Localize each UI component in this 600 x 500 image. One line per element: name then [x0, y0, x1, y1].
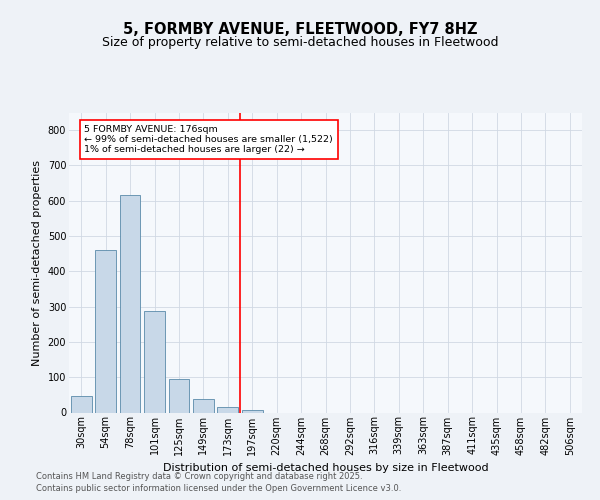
- Text: Size of property relative to semi-detached houses in Fleetwood: Size of property relative to semi-detach…: [102, 36, 498, 49]
- Bar: [242, 410, 263, 412]
- Bar: [119, 195, 140, 412]
- Y-axis label: Number of semi-detached properties: Number of semi-detached properties: [32, 160, 42, 366]
- Bar: [169, 379, 190, 412]
- Text: Contains public sector information licensed under the Open Government Licence v3: Contains public sector information licen…: [36, 484, 401, 493]
- Bar: [193, 400, 214, 412]
- Text: Contains HM Land Registry data © Crown copyright and database right 2025.: Contains HM Land Registry data © Crown c…: [36, 472, 362, 481]
- Text: 5 FORMBY AVENUE: 176sqm
← 99% of semi-detached houses are smaller (1,522)
1% of : 5 FORMBY AVENUE: 176sqm ← 99% of semi-de…: [85, 124, 333, 154]
- Bar: [95, 250, 116, 412]
- Text: 5, FORMBY AVENUE, FLEETWOOD, FY7 8HZ: 5, FORMBY AVENUE, FLEETWOOD, FY7 8HZ: [123, 22, 477, 38]
- Bar: [71, 396, 92, 412]
- X-axis label: Distribution of semi-detached houses by size in Fleetwood: Distribution of semi-detached houses by …: [163, 463, 488, 473]
- Bar: [217, 407, 238, 412]
- Bar: [144, 310, 165, 412]
